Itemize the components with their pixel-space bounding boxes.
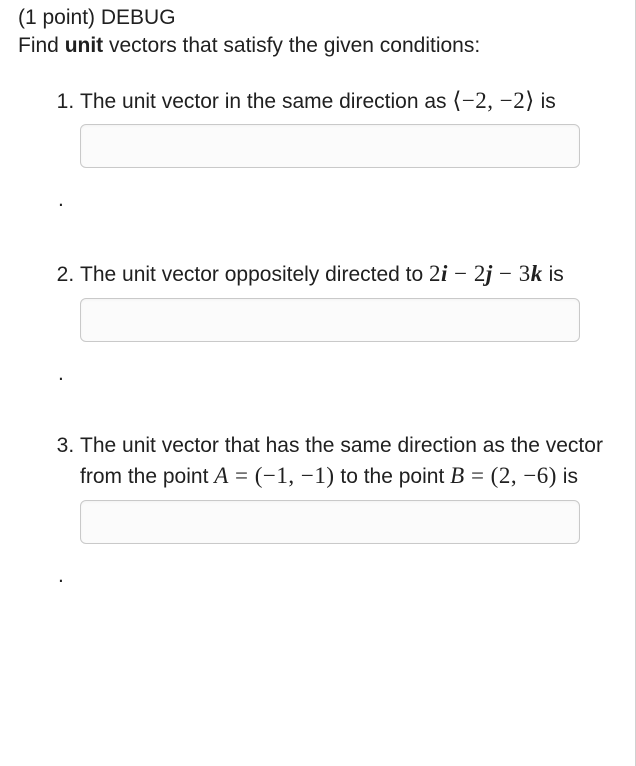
q3-pointB: B = (2, −6) — [450, 463, 557, 488]
q2-period: . — [58, 360, 611, 388]
q3-mid-text: to the point — [335, 465, 451, 488]
q3-pointA: A = (−1, −1) — [214, 463, 334, 488]
instruction-post: vectors that satisfy the given condition… — [103, 34, 480, 57]
q3-answer-input[interactable] — [80, 500, 580, 544]
points-label: (1 point) — [18, 6, 101, 29]
q2-text-pre: The unit vector oppositely directed to — [80, 263, 429, 286]
questions-list: The unit vector in the same direction as… — [18, 85, 617, 590]
question-1: The unit vector in the same direction as… — [80, 85, 617, 215]
q1-period: . — [58, 186, 611, 214]
q1-text-pre: The unit vector in the same direction as — [80, 90, 452, 113]
question-3: The unit vector that has the same direct… — [80, 432, 617, 590]
instruction-pre: Find — [18, 34, 65, 57]
debug-label: DEBUG — [101, 6, 176, 29]
problem-header: (1 point) DEBUG Find unit vectors that s… — [18, 4, 617, 61]
q2-math: 2i − 2j − 3k — [429, 261, 543, 286]
q3-period: . — [58, 562, 611, 590]
q2-answer-input[interactable] — [80, 298, 580, 342]
q1-text-post: is — [535, 90, 556, 113]
q1-math: ⟨−2, −2⟩ — [452, 88, 534, 113]
instruction-bold: unit — [65, 34, 103, 57]
q3-text-post: is — [557, 465, 578, 488]
q2-text-post: is — [543, 263, 564, 286]
q1-answer-input[interactable] — [80, 124, 580, 168]
question-2: The unit vector oppositely directed to 2… — [80, 258, 617, 388]
